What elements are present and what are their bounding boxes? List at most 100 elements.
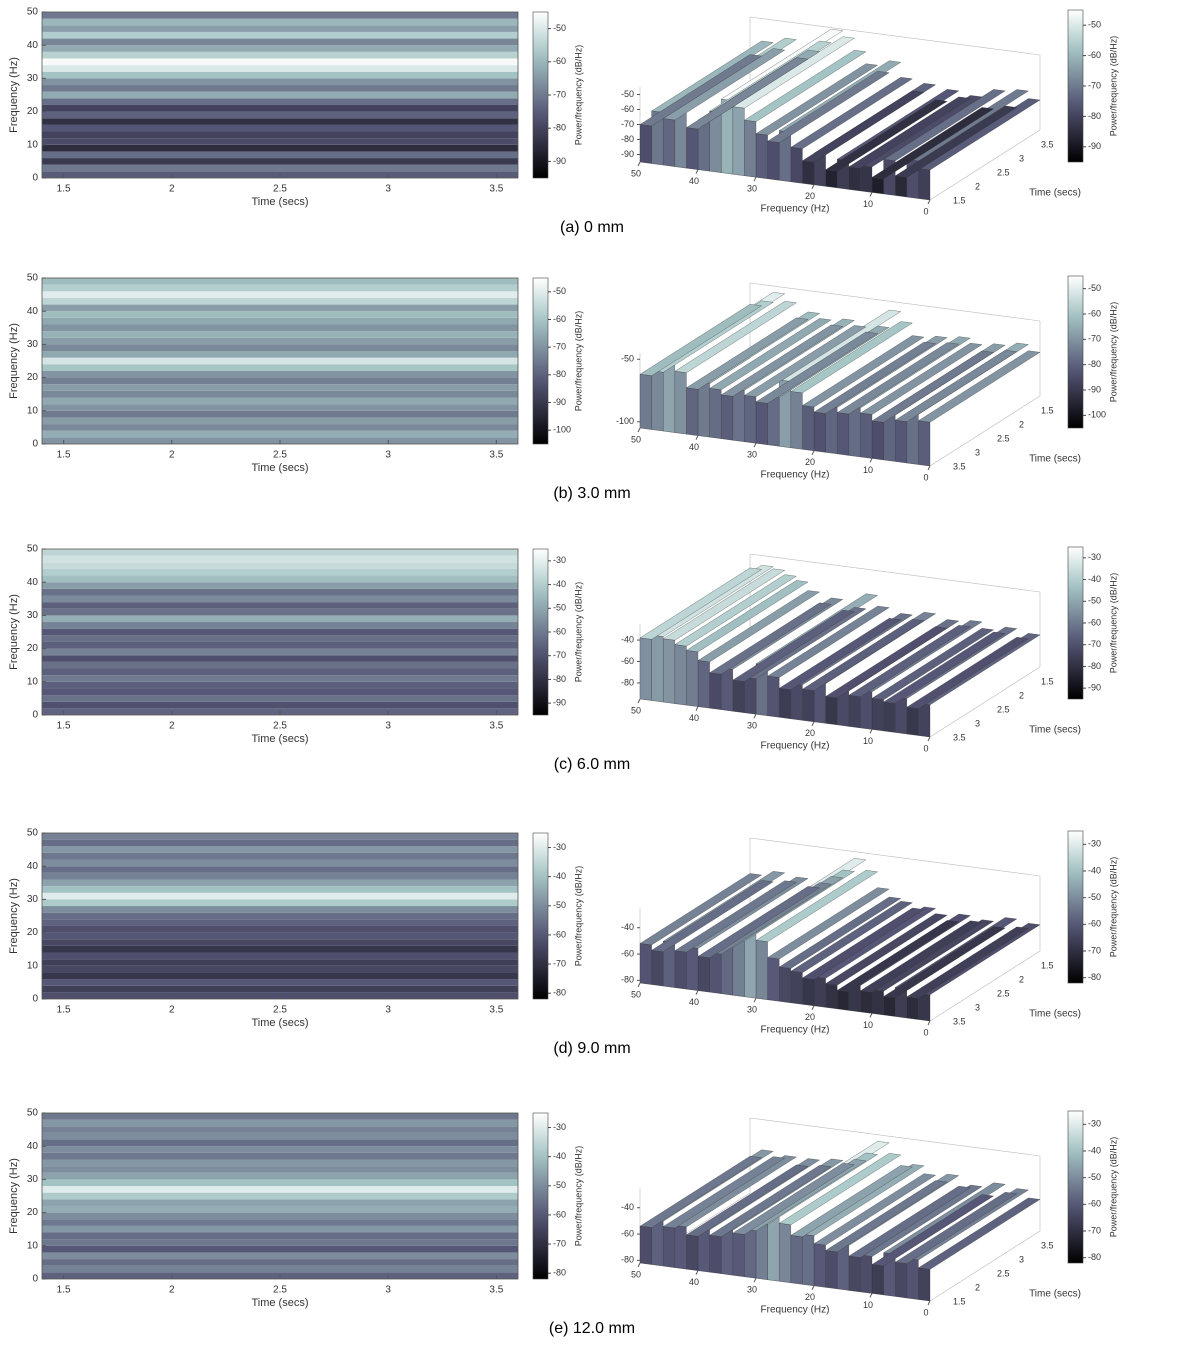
surface-side (918, 421, 930, 466)
f-tick (870, 458, 872, 462)
colorbar-tick-label: -70 (1088, 334, 1101, 344)
surface-side (779, 688, 791, 719)
spectrogram-band (42, 311, 518, 318)
spectrogram-band (42, 675, 518, 682)
f-tick (812, 1006, 814, 1010)
z-tick-label: -60 (621, 948, 634, 958)
colorbar-tick-label: -80 (553, 1268, 566, 1278)
t-tick-label: 2 (1019, 419, 1024, 429)
surface-side (710, 388, 722, 438)
colorbar (533, 12, 548, 178)
spectrogram-band (42, 371, 518, 378)
f-tick-label: 20 (805, 728, 815, 738)
spectrogram-band (42, 285, 518, 292)
f-tick (696, 707, 698, 711)
f-tick-label: 50 (631, 1269, 641, 1279)
z-tick-label: -60 (621, 1228, 634, 1238)
x-axis-label: Time (secs) (251, 733, 308, 745)
colorbar-tick-label: -30 (1088, 1119, 1101, 1129)
colorbar-tick-label: -30 (553, 555, 566, 565)
f-tick-label: 40 (689, 176, 699, 186)
f-tick (928, 1301, 930, 1305)
surface-side (675, 951, 687, 989)
surface-side (640, 374, 652, 429)
spectrogram-band (42, 899, 518, 906)
surface-side (756, 940, 768, 999)
z-tick-label: -80 (621, 975, 634, 985)
surface-side (814, 412, 826, 452)
spectrogram-band (42, 879, 518, 886)
spectrogram-band (42, 946, 518, 953)
colorbar-tick-label: -40 (1088, 1145, 1101, 1155)
y-tick-label: 20 (27, 1207, 39, 1218)
spectrogram-band (42, 65, 518, 72)
f-tick (754, 714, 756, 718)
f-tick (812, 722, 814, 726)
y-tick-label: 10 (27, 960, 39, 971)
t-tick-label: 1.5 (1041, 960, 1054, 970)
z-tick-label: -60 (621, 656, 634, 666)
z-tick-label: -60 (621, 104, 634, 114)
colorbar-tick-label: -70 (1088, 80, 1101, 90)
colorbar-tick-label: -40 (1088, 574, 1101, 584)
colorbar (533, 278, 548, 444)
x-tick-label: 2 (169, 1285, 175, 1296)
y-tick-label: 40 (27, 577, 39, 588)
surface-side (698, 382, 710, 437)
t-tick-label: 2 (1019, 974, 1024, 984)
t-tick-label: 3 (1019, 1254, 1024, 1264)
spectrogram-band (42, 1153, 518, 1160)
surface-side (698, 956, 710, 992)
spectrogram-band (42, 893, 518, 900)
t-tick-label: 3.5 (1041, 139, 1054, 149)
colorbar-tick-label: -60 (1088, 617, 1101, 627)
t-tick-label: 1.5 (953, 1296, 966, 1306)
colorbar-tick-label: -60 (1088, 1199, 1101, 1209)
spectrogram-band (42, 324, 518, 331)
x-axis-label: Time (secs) (251, 1297, 308, 1309)
surface-side (756, 1223, 768, 1280)
spectrogram-band (42, 959, 518, 966)
spectrogram-band (42, 338, 518, 345)
colorbar-tick-label: -80 (553, 369, 566, 379)
surface-side (779, 1223, 791, 1283)
f-tick-label: 0 (923, 472, 928, 482)
colorbar-tick-label: -90 (553, 156, 566, 166)
surface-side (686, 650, 698, 706)
surface-side (710, 1235, 722, 1273)
f-tick (696, 436, 698, 440)
colorbar-label: Power/frequency (dB/Hz) (1108, 573, 1118, 674)
surface-side (686, 388, 698, 436)
surface-side (802, 406, 814, 451)
colorbar-tick-label: -50 (1088, 596, 1101, 606)
spectrogram-band (42, 576, 518, 583)
caption: (b) 3.0 mm (553, 485, 630, 502)
surface-side (872, 990, 884, 1015)
y-tick-label: 50 (27, 544, 39, 555)
y-tick-label: 30 (27, 610, 39, 621)
colorbar-tick-label: -80 (1088, 972, 1101, 982)
colorbar-tick-label: -70 (1088, 639, 1101, 649)
f-tick (696, 991, 698, 995)
spectrogram-band (42, 298, 518, 305)
f-tick-label: 40 (689, 442, 699, 452)
spectrogram-band (42, 662, 518, 669)
y-tick-label: 10 (27, 139, 39, 150)
spectrogram-band (42, 953, 518, 960)
spectrogram-band (42, 609, 518, 616)
surface-side (895, 697, 907, 734)
spectrogram-band (42, 39, 518, 46)
x-tick-label: 1.5 (57, 450, 71, 461)
spectrogram-band (42, 305, 518, 312)
surface-side (710, 673, 722, 710)
surface-t-label: Time (secs) (1029, 188, 1081, 199)
y-tick-label: 0 (32, 994, 38, 1005)
spectrogram-band (42, 1193, 518, 1200)
spectrogram-band (42, 602, 518, 609)
spectrogram-band (42, 860, 518, 867)
spectrogram-band (42, 384, 518, 391)
surface-side (791, 1235, 803, 1284)
spectrogram-band (42, 165, 518, 172)
spectrogram-band (42, 649, 518, 656)
colorbar-tick-label: -40 (553, 579, 566, 589)
